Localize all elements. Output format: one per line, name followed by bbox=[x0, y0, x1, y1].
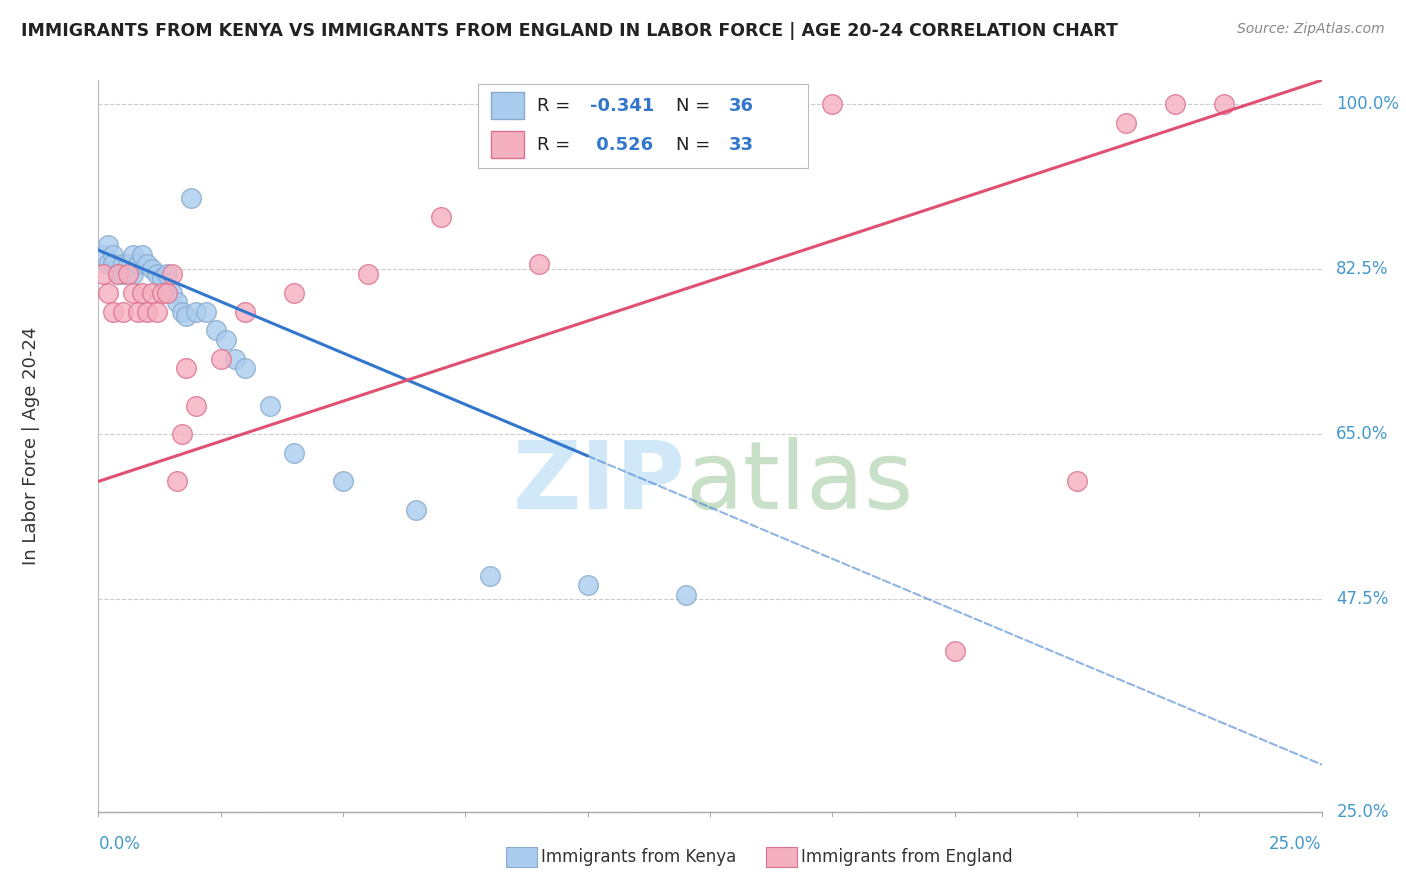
Point bbox=[176, 310, 198, 324]
Point bbox=[283, 285, 305, 300]
Point bbox=[131, 248, 153, 262]
Point bbox=[209, 351, 232, 366]
Point bbox=[117, 257, 139, 271]
Point bbox=[107, 267, 129, 281]
Point bbox=[205, 323, 228, 337]
Point bbox=[478, 568, 501, 582]
Point bbox=[943, 644, 966, 658]
Point bbox=[1066, 475, 1088, 489]
Point bbox=[91, 248, 114, 262]
Point bbox=[233, 361, 256, 376]
Text: Immigrants from England: Immigrants from England bbox=[801, 848, 1014, 866]
Point bbox=[186, 304, 208, 318]
Point bbox=[141, 285, 163, 300]
Text: Immigrants from Kenya: Immigrants from Kenya bbox=[541, 848, 737, 866]
Point bbox=[97, 285, 120, 300]
Point bbox=[156, 285, 179, 300]
Point bbox=[180, 191, 202, 205]
Point bbox=[101, 248, 124, 262]
Point bbox=[527, 257, 550, 271]
Point bbox=[121, 285, 143, 300]
Point bbox=[136, 304, 159, 318]
Point bbox=[156, 267, 179, 281]
Point bbox=[127, 257, 149, 271]
Point bbox=[150, 271, 173, 285]
Point bbox=[136, 257, 159, 271]
Text: 0.0%: 0.0% bbox=[98, 835, 141, 854]
Point bbox=[195, 304, 218, 318]
Point bbox=[723, 116, 745, 130]
Point bbox=[233, 304, 256, 318]
Point bbox=[150, 285, 173, 300]
Text: 25.0%: 25.0% bbox=[1336, 803, 1389, 821]
Point bbox=[176, 361, 198, 376]
Point bbox=[332, 475, 354, 489]
Text: In Labor Force | Age 20-24: In Labor Force | Age 20-24 bbox=[22, 326, 41, 566]
Text: 100.0%: 100.0% bbox=[1336, 95, 1399, 113]
Text: 47.5%: 47.5% bbox=[1336, 591, 1389, 608]
Point bbox=[146, 267, 169, 281]
Point bbox=[101, 257, 124, 271]
Point bbox=[259, 399, 281, 413]
Point bbox=[127, 304, 149, 318]
Text: Source: ZipAtlas.com: Source: ZipAtlas.com bbox=[1237, 22, 1385, 37]
Point bbox=[166, 475, 188, 489]
Point bbox=[170, 427, 193, 442]
Point bbox=[356, 267, 378, 281]
Point bbox=[166, 295, 188, 310]
Point bbox=[430, 210, 453, 224]
Point bbox=[97, 257, 120, 271]
Point bbox=[121, 267, 143, 281]
Point bbox=[214, 333, 236, 347]
Point bbox=[131, 285, 153, 300]
Text: 65.0%: 65.0% bbox=[1336, 425, 1389, 443]
Point bbox=[160, 285, 183, 300]
Text: 25.0%: 25.0% bbox=[1270, 835, 1322, 854]
Point bbox=[821, 96, 844, 111]
Point bbox=[91, 267, 114, 281]
Point bbox=[1212, 96, 1234, 111]
Text: ZIP: ZIP bbox=[513, 436, 686, 529]
Point bbox=[405, 502, 427, 516]
Point bbox=[117, 267, 139, 281]
Point bbox=[111, 257, 134, 271]
Point bbox=[141, 262, 163, 277]
Point bbox=[101, 304, 124, 318]
Point bbox=[111, 304, 134, 318]
Point bbox=[1115, 116, 1137, 130]
Point bbox=[626, 144, 648, 158]
Point bbox=[107, 267, 129, 281]
Text: atlas: atlas bbox=[686, 436, 914, 529]
Point bbox=[283, 446, 305, 460]
Text: 82.5%: 82.5% bbox=[1336, 260, 1389, 278]
Text: IMMIGRANTS FROM KENYA VS IMMIGRANTS FROM ENGLAND IN LABOR FORCE | AGE 20-24 CORR: IMMIGRANTS FROM KENYA VS IMMIGRANTS FROM… bbox=[21, 22, 1118, 40]
Point bbox=[121, 248, 143, 262]
Point bbox=[111, 267, 134, 281]
Point bbox=[186, 399, 208, 413]
Point bbox=[576, 578, 599, 592]
Point bbox=[146, 304, 169, 318]
Point bbox=[160, 267, 183, 281]
Point bbox=[170, 304, 193, 318]
Point bbox=[224, 351, 246, 366]
Point bbox=[97, 238, 120, 252]
Point bbox=[1164, 96, 1187, 111]
Point bbox=[675, 588, 697, 602]
